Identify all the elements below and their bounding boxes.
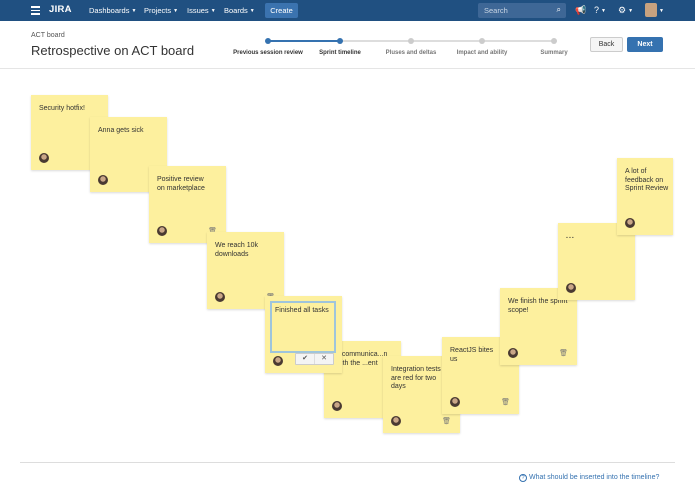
search-input[interactable]: Search ⌕ [478, 3, 566, 18]
avatar [157, 226, 167, 236]
jira-logo[interactable]: JIRA [49, 4, 72, 15]
note-edit-controls: ✔ ✕ [295, 353, 334, 365]
progress-stepper: Previous session review Sprint timeline … [232, 34, 582, 64]
help-link-text: What should be inserted into the timelin… [529, 474, 660, 481]
step-label-pluses[interactable]: Pluses and deltas [385, 50, 437, 56]
step-dot-timeline [337, 38, 343, 44]
avatar [332, 401, 342, 411]
avatar [625, 218, 635, 228]
footer-divider [20, 462, 675, 463]
step-label-impact[interactable]: Impact and ability [456, 50, 508, 56]
step-dot-summary [551, 38, 557, 44]
sticky-note[interactable]: ... [558, 223, 635, 300]
note-text: ReactJS bites us [450, 347, 494, 363]
nav-boards[interactable]: Boards ▼ [224, 6, 255, 15]
timeline-help-link[interactable]: ? What should be inserted into the timeli… [519, 474, 659, 482]
create-button[interactable]: Create [265, 3, 298, 18]
page-header: ACT board Retrospective on ACT board Pre… [0, 21, 695, 69]
page-title: Retrospective on ACT board [31, 43, 195, 58]
avatar [215, 292, 225, 302]
notifications-icon[interactable]: 📢 [575, 5, 587, 15]
trash-icon[interactable]: 🗑 [559, 349, 568, 357]
user-avatar[interactable] [645, 3, 657, 17]
sticky-note[interactable]: We finish the sprint scope! 🗑 [500, 288, 577, 365]
back-button[interactable]: Back [590, 37, 623, 52]
avatar [98, 175, 108, 185]
question-icon: ? [519, 474, 527, 482]
stepper-line-complete [268, 40, 340, 42]
avatar [508, 348, 518, 358]
step-label-summary[interactable]: Summary [540, 50, 568, 56]
top-navigation-bar: JIRA Dashboards ▼ Projects ▼ Issues ▼ Board… [0, 0, 695, 21]
help-icon[interactable]: ? ▼ [594, 5, 606, 15]
breadcrumb[interactable]: ACT board [31, 32, 65, 39]
stepper-line-remaining [340, 40, 554, 42]
note-text: Finished all tasks [275, 307, 329, 314]
avatar [391, 416, 401, 426]
avatar [450, 397, 460, 407]
next-button[interactable]: Next [627, 37, 663, 52]
menu-icon[interactable] [31, 4, 40, 16]
sticky-note[interactable]: Positive review on marketplace 🗑 [149, 166, 226, 243]
avatar [566, 283, 576, 293]
nav-issues[interactable]: Issues ▼ [187, 6, 216, 15]
note-text: We reach 10k downloads [215, 242, 259, 258]
search-icon: ⌕ [556, 5, 561, 14]
step-dot-previous [265, 38, 271, 44]
note-text: We finish the sprint scope! [508, 298, 568, 314]
trash-icon[interactable]: 🗑 [442, 417, 451, 425]
confirm-check-icon[interactable]: ✔ [296, 354, 315, 364]
note-text: A lot of feedback on Sprint Review [625, 168, 669, 192]
cancel-close-icon[interactable]: ✕ [321, 355, 327, 362]
step-label-timeline[interactable]: Sprint timeline [319, 50, 361, 56]
note-edit-textarea[interactable]: Finished all tasks [270, 301, 336, 353]
step-dot-impact [479, 38, 485, 44]
nav-projects[interactable]: Projects ▼ [144, 6, 179, 15]
settings-gear-icon[interactable]: ⚙ ▼ [618, 5, 634, 15]
note-text: Security hotfix! [39, 105, 85, 112]
step-label-previous[interactable]: Previous session review [233, 50, 303, 56]
avatar [273, 356, 283, 366]
sticky-note[interactable]: A lot of feedback on Sprint Review [617, 158, 673, 235]
sticky-note-editing[interactable]: Finished all tasks ✔ ✕ [265, 296, 342, 373]
avatar [39, 153, 49, 163]
note-text: Positive review on marketplace [157, 176, 205, 192]
note-text: ... [566, 233, 575, 240]
trash-icon[interactable]: 🗑 [501, 398, 510, 406]
search-placeholder: Search [484, 6, 508, 15]
note-text: ...communica...n with the ...ent [336, 351, 388, 367]
note-text: Anna gets sick [98, 127, 144, 134]
step-dot-pluses [408, 38, 414, 44]
sticky-note[interactable]: Integration tests are red for two days 🗑 [383, 356, 460, 433]
note-text: Integration tests are red for two days [391, 366, 441, 390]
nav-dashboards[interactable]: Dashboards ▼ [89, 6, 137, 15]
chevron-down-icon[interactable]: ▼ [659, 8, 664, 14]
trash-icon[interactable]: 🗑 [208, 227, 217, 235]
